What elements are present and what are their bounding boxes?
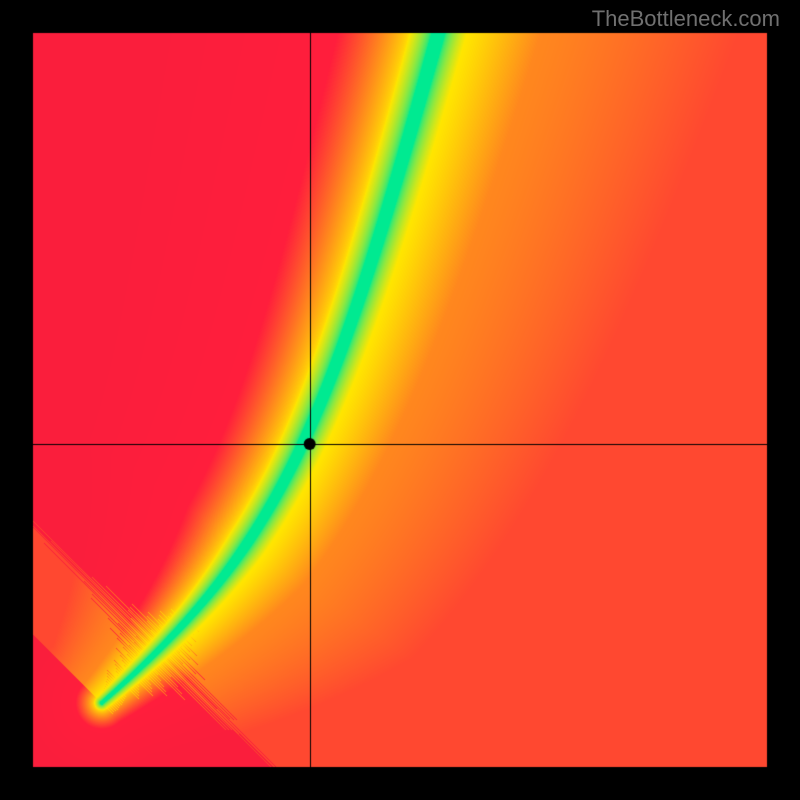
watermark-text: TheBottleneck.com xyxy=(592,6,780,32)
chart-container: TheBottleneck.com xyxy=(0,0,800,800)
bottleneck-heatmap xyxy=(0,0,800,800)
